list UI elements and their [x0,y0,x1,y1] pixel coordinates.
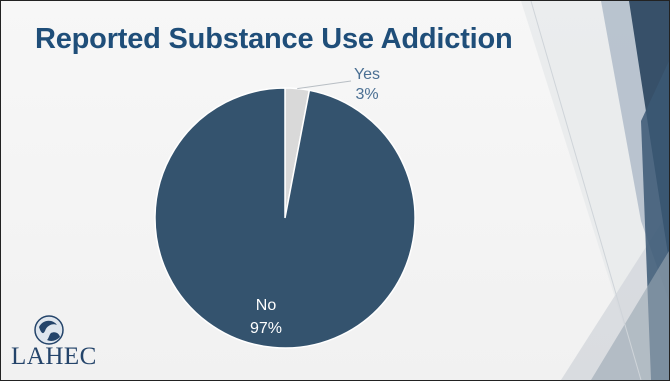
pie-label-yes-category: Yes [354,66,380,83]
deco-line [530,1,642,380]
logo-text: LAHEC [11,343,97,370]
lahec-logo: LAHEC [11,313,111,375]
pie-label-no-category: No [256,297,277,314]
globe-logo-icon [34,315,64,345]
pie-label-yes-percent: 3% [355,86,378,103]
pie-slice-no [154,87,416,349]
slide-title: Reported Substance Use Addiction [35,23,513,55]
deco-shard-gray [591,251,669,380]
yes-leader-line [297,80,352,90]
pie-label-no-percent: 97% [250,320,282,337]
pie-slices [154,87,416,349]
